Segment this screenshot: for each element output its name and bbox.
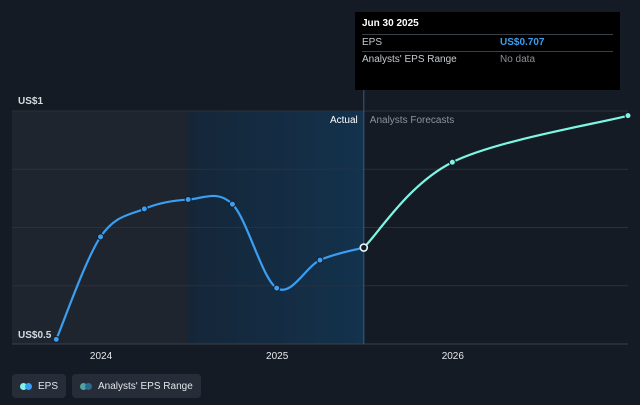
highlight-point xyxy=(359,243,369,252)
tooltip-row-range: Analysts' EPS Range No data xyxy=(362,51,613,68)
eps-range-swatch-icon xyxy=(80,382,93,390)
tooltip: Jun 30 2025 EPS US$0.707 Analysts' EPS R… xyxy=(355,12,620,90)
y-tick-label: US$1 xyxy=(18,96,43,107)
legend-eps-label: EPS xyxy=(38,380,59,392)
x-tick-label: 2026 xyxy=(442,351,465,362)
tooltip-title: Jun 30 2025 xyxy=(362,18,419,29)
forecast-point xyxy=(624,112,632,120)
legend-item-eps-range[interactable]: Analysts' EPS Range xyxy=(72,374,201,398)
eps-point xyxy=(140,205,148,213)
eps-point xyxy=(316,256,324,264)
y-tick-label: US$0.5 xyxy=(18,330,52,341)
legend: EPS Analysts' EPS Range xyxy=(12,374,201,398)
tooltip-range-value: No data xyxy=(500,54,536,65)
tooltip-range-label: Analysts' EPS Range xyxy=(362,54,457,65)
forecast-label: Analysts Forecasts xyxy=(370,115,454,126)
eps-point xyxy=(273,284,281,292)
actual-label: Actual xyxy=(330,115,358,126)
forecast-point xyxy=(448,158,456,166)
legend-item-eps[interactable]: EPS xyxy=(12,374,67,398)
eps-point xyxy=(97,233,105,241)
eps-point xyxy=(52,335,60,343)
eps-point xyxy=(228,200,236,208)
x-tick-label: 2024 xyxy=(90,351,113,362)
tooltip-eps-label: EPS xyxy=(362,37,383,48)
eps-swatch-icon xyxy=(20,382,32,390)
tooltip-eps-value: US$0.707 xyxy=(500,37,545,48)
x-tick-label: 2025 xyxy=(266,351,289,362)
eps-point xyxy=(184,196,192,204)
legend-eps-range-label: Analysts' EPS Range xyxy=(98,380,193,392)
tooltip-row-eps: EPS US$0.707 xyxy=(362,34,613,51)
